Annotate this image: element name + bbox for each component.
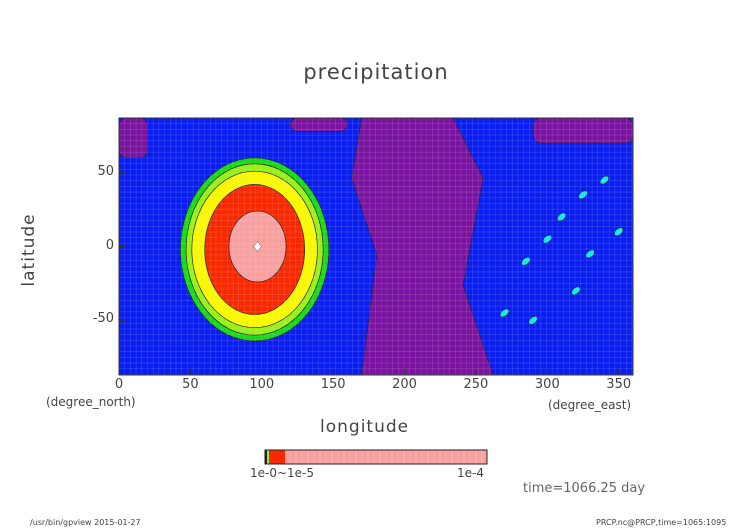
cyan-cell xyxy=(585,249,595,259)
cyan-cell xyxy=(542,234,552,244)
colorbar-segment xyxy=(269,450,285,464)
x-tick-label: 150 xyxy=(320,377,346,392)
cyan-cell xyxy=(571,286,581,296)
cyan-cell xyxy=(578,190,588,200)
y-axis-unit: (degree_north) xyxy=(46,395,136,409)
x-tick-label: 350 xyxy=(606,377,632,392)
y-tick-label: -50 xyxy=(92,311,114,327)
x-tick-label: 0 xyxy=(114,377,124,392)
low-region xyxy=(532,118,633,144)
colorbar-segment xyxy=(267,450,269,464)
x-tick-label: 200 xyxy=(392,377,417,392)
x-tick-label: 100 xyxy=(249,377,275,392)
low-region xyxy=(351,118,494,375)
low-region xyxy=(119,118,148,159)
footer-left: /usr/bin/gpview 2015-01-27 xyxy=(30,518,141,527)
colorbar-low-label: 1e-0~1e-5 xyxy=(250,466,315,480)
x-tick-label: 250 xyxy=(463,377,489,392)
x-tick-label: 300 xyxy=(534,377,560,392)
cyan-cell xyxy=(528,316,538,325)
low-region xyxy=(290,118,348,132)
colorbar-segment xyxy=(265,450,267,464)
x-axis-label: longitude xyxy=(320,417,410,437)
y-tick-label: 50 xyxy=(97,163,114,179)
colorbar-high-label: 1e-4 xyxy=(457,466,484,480)
cyan-cell xyxy=(557,212,567,222)
chart-title: precipitation xyxy=(303,60,449,84)
colorbar-segment xyxy=(285,450,487,464)
footer-right: PRCP.nc@PRCP,time=1065:1095 xyxy=(596,518,727,527)
cyan-cell xyxy=(614,227,624,236)
cyan-cell xyxy=(521,257,531,266)
time-annotation: time=1066.25 day xyxy=(523,481,646,496)
cyan-cell xyxy=(499,308,510,318)
max-marker xyxy=(253,241,262,252)
colorbar-frame xyxy=(264,449,488,465)
y-tick-label: 0 xyxy=(105,237,114,253)
x-tick-label: 50 xyxy=(182,377,199,392)
x-axis-unit: (degree_east) xyxy=(548,398,632,412)
y-axis-label: latitude xyxy=(19,213,40,287)
cyan-cell xyxy=(599,175,609,185)
